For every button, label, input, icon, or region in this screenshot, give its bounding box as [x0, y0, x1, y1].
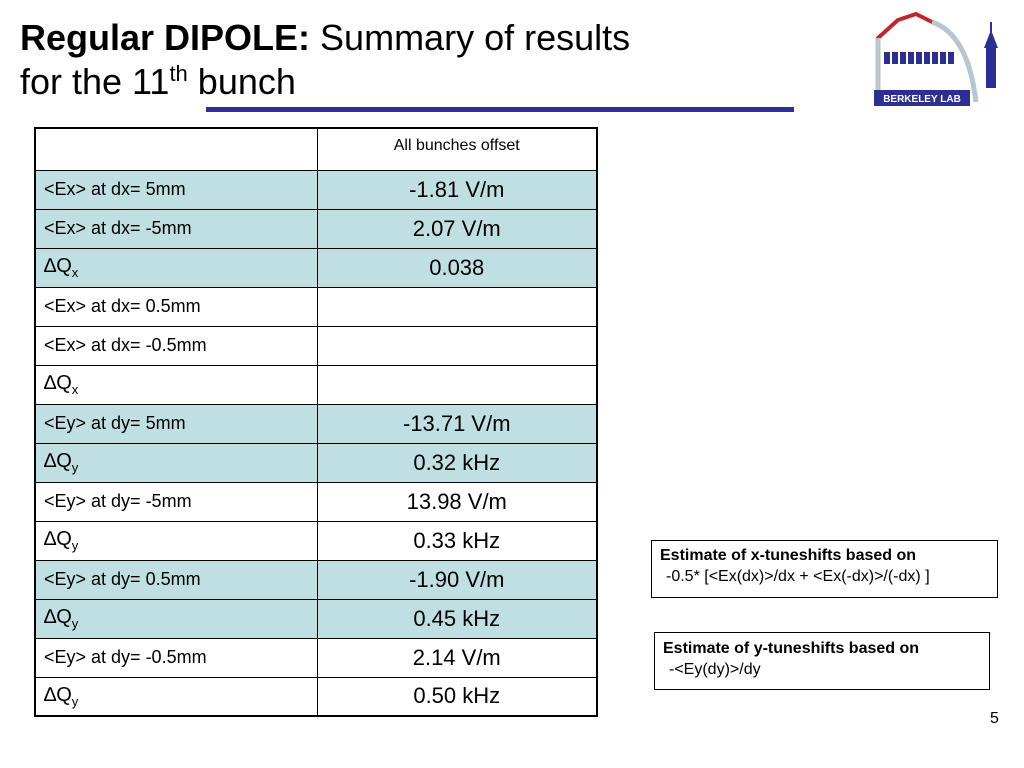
- row-value-cell: -13.71 V/m: [316, 403, 598, 444]
- row-label-cell: <Ey> at dy= -0.5mm: [34, 637, 318, 678]
- row-label-cell: <Ex> at dx= 5mm: [34, 169, 318, 210]
- row-value-cell: 2.07 V/m: [316, 208, 598, 249]
- row-symbol: ∆Q: [44, 683, 72, 706]
- slide-title: Regular DIPOLE: Summary of results for th…: [20, 16, 630, 104]
- header-value-cell: All bunches offset: [316, 127, 598, 171]
- row-symbol: ∆Q: [44, 371, 72, 394]
- results-table: All bunches offset <Ex> at dx= 5mm -1.81 …: [34, 127, 598, 717]
- row-symbol: ∆Q: [44, 605, 72, 628]
- row-label-cell: ∆Qx: [34, 247, 318, 288]
- row-label-cell: ∆Qy: [34, 598, 318, 639]
- row-symbol-subscript: y: [71, 615, 79, 631]
- table-row: <Ex> at dx= -0.5mm: [34, 325, 598, 366]
- table-row: <Ey> at dy= -0.5mm 2.14 V/m: [34, 637, 598, 678]
- row-symbol-subscript: x: [71, 264, 79, 280]
- row-value-cell: 0.45 kHz: [316, 598, 598, 639]
- table-row: <Ey> at dy= 5mm -13.71 V/m: [34, 403, 598, 444]
- row-symbol: ∆Q: [44, 449, 72, 472]
- row-symbol-subscript: x: [71, 381, 79, 397]
- table-row: <Ex> at dx= -5mm 2.07 V/m: [34, 208, 598, 249]
- row-value-cell: -1.90 V/m: [316, 559, 598, 600]
- row-value-cell: 0.50 kHz: [316, 676, 598, 717]
- page-number: 5: [990, 710, 999, 727]
- table-row: ∆Qy 0.33 kHz: [34, 520, 598, 561]
- row-label-cell: ∆Qx: [34, 364, 318, 405]
- title-rest: Summary of results: [310, 17, 631, 58]
- row-label-cell: <Ey> at dy= 5mm: [34, 403, 318, 444]
- title-bold: Regular DIPOLE:: [20, 17, 311, 58]
- row-label-cell: <Ex> at dx= 0.5mm: [34, 286, 318, 327]
- row-label-cell: <Ey> at dy= -5mm: [34, 481, 318, 522]
- row-symbol: ∆Q: [44, 527, 72, 550]
- row-label-cell: <Ex> at dx= -5mm: [34, 208, 318, 249]
- y-tuneshift-note: Estimate of y-tuneshifts based on -<Ey(d…: [654, 632, 990, 690]
- row-value-cell: 2.14 V/m: [316, 637, 598, 678]
- row-value-cell: 0.32 kHz: [316, 442, 598, 483]
- table-row: ∆Qx: [34, 364, 598, 405]
- row-symbol-subscript: y: [71, 459, 79, 475]
- x-note-title: Estimate of x-tuneshifts based on: [660, 547, 917, 564]
- table-row: <Ex> at dx= 5mm -1.81 V/m: [34, 169, 598, 210]
- row-value-cell: 0.33 kHz: [316, 520, 598, 561]
- x-note-formula: -0.5* [<Ex(dx)>/dx + <Ex(-dx)>/(-dx) ]: [666, 568, 930, 585]
- logo-text: BERKELEY LAB: [883, 94, 961, 105]
- row-value-cell: 0.038: [316, 247, 598, 288]
- header-label-cell: [34, 127, 318, 171]
- title-superscript: th: [169, 61, 188, 86]
- table-row: <Ex> at dx= 0.5mm: [34, 286, 598, 327]
- row-value-cell: [316, 286, 598, 327]
- row-label-cell: ∆Qy: [34, 520, 318, 561]
- table-row: ∆Qy 0.32 kHz: [34, 442, 598, 483]
- row-value-cell: [316, 364, 598, 405]
- row-label-cell: ∆Qy: [34, 442, 318, 483]
- table-row: ∆Qx 0.038: [34, 247, 598, 288]
- berkeley-lab-logo: BERKELEY LAB: [874, 11, 998, 106]
- row-value-cell: -1.81 V/m: [316, 169, 598, 210]
- row-symbol-subscript: y: [71, 537, 79, 553]
- title-underline: [206, 107, 794, 112]
- table-row: <Ey> at dy= 0.5mm -1.90 V/m: [34, 559, 598, 600]
- table-row: ∆Qy 0.50 kHz: [34, 676, 598, 717]
- row-symbol: ∆Q: [44, 254, 72, 277]
- y-note-formula: -<Ey(dy)>/dy: [669, 661, 761, 678]
- y-note-title: Estimate of y-tuneshifts based on: [663, 640, 920, 657]
- title-line2-suffix: bunch: [187, 61, 296, 102]
- table-row: ∆Qy 0.45 kHz: [34, 598, 598, 639]
- row-label-cell: ∆Qy: [34, 676, 318, 717]
- row-label-cell: <Ey> at dy= 0.5mm: [34, 559, 318, 600]
- row-label-cell: <Ex> at dx= -0.5mm: [34, 325, 318, 366]
- row-value-cell: 13.98 V/m: [316, 481, 598, 522]
- row-symbol-subscript: y: [71, 693, 79, 709]
- table-row: <Ey> at dy= -5mm 13.98 V/m: [34, 481, 598, 522]
- x-tuneshift-note: Estimate of x-tuneshifts based on -0.5* …: [651, 540, 998, 598]
- title-line2-prefix: for the 11: [20, 61, 170, 102]
- table-header-row: All bunches offset: [34, 127, 598, 171]
- row-value-cell: [316, 325, 598, 366]
